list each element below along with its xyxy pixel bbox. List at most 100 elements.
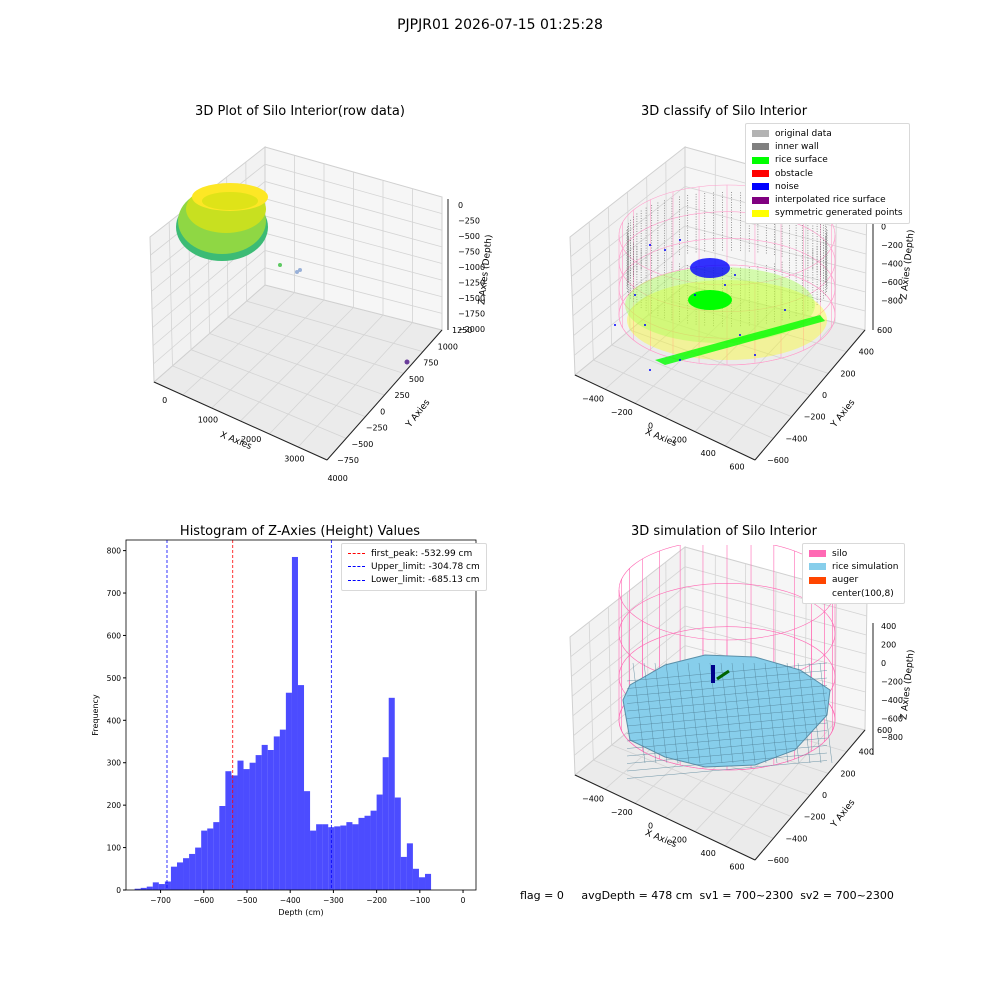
legend-entry: center(100,8) bbox=[809, 587, 898, 600]
mesh-line bbox=[654, 662, 668, 764]
z-tick-label: −2000 bbox=[458, 325, 485, 334]
histogram-bar bbox=[279, 729, 286, 890]
grid-line bbox=[571, 605, 867, 697]
histogram-bar bbox=[195, 847, 202, 890]
z-tick-label: −250 bbox=[458, 217, 480, 226]
legend-label: rice surface bbox=[775, 155, 828, 166]
x-tick-label: −400 bbox=[280, 896, 301, 905]
y-tick-label: 400 bbox=[859, 348, 874, 357]
histogram-bar bbox=[328, 827, 335, 890]
noise-point bbox=[649, 244, 651, 246]
outlier-point bbox=[404, 359, 410, 365]
mesh-line bbox=[808, 662, 822, 764]
grid-line bbox=[571, 205, 867, 297]
legend-entry: Upper_limit: -304.78 cm bbox=[348, 560, 480, 573]
histogram-bar bbox=[412, 868, 419, 890]
histogram-bar bbox=[189, 853, 196, 890]
legend-label: symmetric generated points bbox=[775, 208, 903, 219]
panel2-legend: original data inner wall rice surface obsta… bbox=[745, 123, 910, 225]
legend-entry: symmetric generated points bbox=[752, 207, 903, 220]
histogram-bar bbox=[400, 856, 407, 890]
grid-line bbox=[168, 221, 347, 439]
x-tick-label: −600 bbox=[193, 896, 214, 905]
y-tick-label: 250 bbox=[395, 391, 410, 400]
legend-entry: silo bbox=[809, 547, 898, 560]
grid-line bbox=[588, 621, 774, 839]
legend-color-swatch bbox=[752, 170, 769, 178]
legend-label: auger bbox=[832, 575, 859, 586]
y-tick-label: 600 bbox=[877, 726, 892, 735]
y-tick-label: 800 bbox=[107, 547, 122, 556]
outlier-point bbox=[295, 270, 299, 274]
grid-line bbox=[627, 191, 811, 396]
histogram-bar bbox=[140, 887, 147, 890]
histogram-bar bbox=[243, 769, 250, 890]
y-tick-label: 100 bbox=[107, 844, 122, 853]
histogram-bar bbox=[213, 822, 220, 890]
mesh-line bbox=[626, 670, 828, 689]
mesh-line bbox=[626, 722, 828, 742]
panel2-3d-plot: −400 −200 0 200 400 600 600 400 200 0 −200 −400 −600… bbox=[569, 145, 917, 472]
y-axis-line bbox=[754, 729, 866, 861]
grid-line bbox=[607, 206, 792, 418]
x-tick-label: −200 bbox=[366, 896, 387, 905]
status-footer: flag = 0 avgDepth = 478 cm sv1 = 700~230… bbox=[520, 889, 894, 902]
legend-entry: auger bbox=[809, 574, 898, 587]
y-tick-label: −200 bbox=[804, 813, 826, 822]
noise-point bbox=[644, 324, 646, 326]
grid-line bbox=[571, 585, 867, 677]
noise-point bbox=[754, 354, 756, 356]
legend-label: inner wall bbox=[775, 141, 819, 152]
histogram-bar bbox=[322, 824, 329, 890]
z-tick-label: −1000 bbox=[458, 263, 485, 272]
legend-color-swatch bbox=[752, 209, 769, 217]
z-tick-label: −400 bbox=[881, 696, 903, 705]
y-tick-label: −400 bbox=[785, 434, 807, 443]
legend-line-swatch bbox=[348, 579, 365, 581]
noise-point bbox=[734, 274, 736, 276]
legend-label: Lower_limit: -685.13 cm bbox=[371, 575, 480, 586]
mesh-line bbox=[626, 752, 828, 772]
mesh-line bbox=[626, 737, 828, 757]
noise-point bbox=[679, 239, 681, 241]
legend-entry: first_peak: -532.99 cm bbox=[348, 547, 480, 560]
legend-color-swatch bbox=[809, 563, 826, 571]
histogram-bar bbox=[346, 822, 353, 890]
histogram-bar bbox=[134, 888, 141, 890]
z-tick-label: −800 bbox=[881, 733, 903, 742]
histogram-bar bbox=[249, 762, 256, 890]
legend-entry: rice surface bbox=[752, 154, 903, 167]
mesh-line bbox=[626, 760, 828, 779]
mesh-line bbox=[626, 677, 828, 697]
noise-point bbox=[649, 369, 651, 371]
x-axis-line bbox=[574, 374, 756, 461]
noise-point bbox=[739, 334, 741, 336]
histogram-chart: −700 −600 −500 −400 −300 −200 −100 0 0 100 200 300 4… bbox=[91, 539, 477, 917]
panel3-title: Histogram of Z-Axies (Height) Values bbox=[179, 524, 421, 539]
z-tick-label: −200 bbox=[881, 678, 903, 687]
noise-point bbox=[784, 309, 786, 311]
x-axis-label: X Axies bbox=[643, 427, 678, 449]
y-tick-label: 300 bbox=[107, 759, 122, 768]
panel1-title: 3D Plot of Silo Interior(row data) bbox=[195, 104, 405, 119]
mesh-line bbox=[676, 662, 690, 764]
x-tick-label: 0 bbox=[162, 396, 167, 405]
grid-line bbox=[153, 267, 443, 365]
rice-surface-points bbox=[688, 290, 732, 310]
z-tick-label: −600 bbox=[881, 715, 903, 724]
histogram-bar bbox=[164, 881, 171, 890]
z-tick-label: 200 bbox=[881, 641, 896, 650]
legend-color-swatch bbox=[809, 550, 826, 558]
mesh-line bbox=[626, 745, 828, 764]
noise-points bbox=[690, 258, 730, 278]
y-tick-label: 200 bbox=[840, 769, 855, 778]
grid-line bbox=[646, 176, 829, 374]
z-tick-label: −1750 bbox=[458, 310, 485, 319]
histogram-bar bbox=[394, 797, 401, 890]
grid-line bbox=[574, 264, 866, 356]
mesh-line bbox=[797, 662, 811, 764]
x-tick-label: 4000 bbox=[327, 474, 347, 483]
x-tick-label: 1000 bbox=[198, 415, 218, 424]
x-axis-line bbox=[574, 774, 756, 861]
grid-line bbox=[573, 245, 866, 336]
